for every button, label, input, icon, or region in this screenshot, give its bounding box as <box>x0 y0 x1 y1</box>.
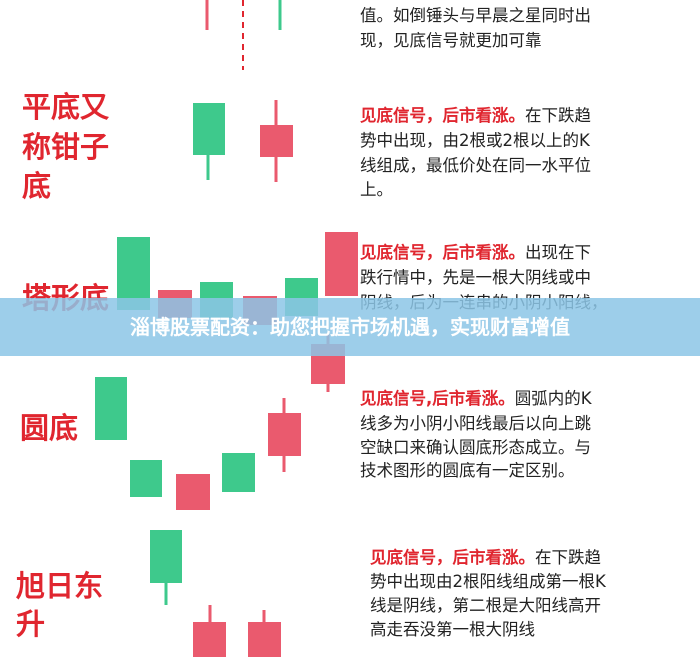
text-line: 空缺口来确认圆底形态成立。与 <box>360 438 591 457</box>
text-line: 见底信号，后市看涨。出现在下 <box>360 242 591 262</box>
text-line: 上。 <box>360 180 393 199</box>
text: 出现在下 <box>525 243 591 262</box>
pattern-name: 旭日东 <box>16 569 103 603</box>
text-line: 线组成，最低价处在同一水平位 <box>360 156 591 175</box>
banner-text: 淄博股票配资：助您把握市场机遇，实现财富增值 <box>130 315 570 339</box>
highlight: 见底信号，后市看涨。 <box>360 242 525 262</box>
text-line: 跌行情中，先是一根大阴线或中 <box>360 268 591 287</box>
pattern-name: 升 <box>16 607 45 641</box>
text-line: 见底信号，后市看涨。在下跌趋 <box>370 547 601 567</box>
pattern-name: 圆底 <box>20 411 78 445</box>
text: 在下跌趋 <box>535 548 601 567</box>
text: 在下跌趋 <box>525 106 591 125</box>
text-line: 线是阴线，第二根是大阳线高开 <box>370 596 601 615</box>
banner <box>0 298 700 356</box>
text-line: 技术图形的圆底有一定区别。 <box>360 461 575 480</box>
pattern-name: 称钳子 <box>22 130 109 164</box>
pattern-name: 底 <box>22 169 51 203</box>
highlight: 见底信号,后市看涨。 <box>360 388 515 408</box>
text-line: 见底信号，后市看涨。在下跌趋 <box>360 105 591 125</box>
text-line: 见底信号,后市看涨。圆弧内的K <box>360 388 593 408</box>
highlight: 见底信号，后市看涨。 <box>360 105 525 125</box>
text-line: 高走吞没第一根大阴线 <box>370 620 535 639</box>
text-line: 势中出现由2根阳线组成第一根K <box>370 572 607 591</box>
text-line: 线多为小阴小阳线最后以向上跳 <box>360 414 591 433</box>
text-line: 势中出现，由2根或2根以上的K <box>360 131 591 150</box>
text-line: 值。如倒锤头与早晨之星同时出 <box>360 6 591 25</box>
pattern-name: 平底又 <box>22 90 110 124</box>
highlight: 见底信号，后市看涨。 <box>370 547 535 567</box>
text: 圆弧内的K <box>515 389 593 408</box>
text-line: 现，见底信号就更加可靠 <box>360 31 542 50</box>
